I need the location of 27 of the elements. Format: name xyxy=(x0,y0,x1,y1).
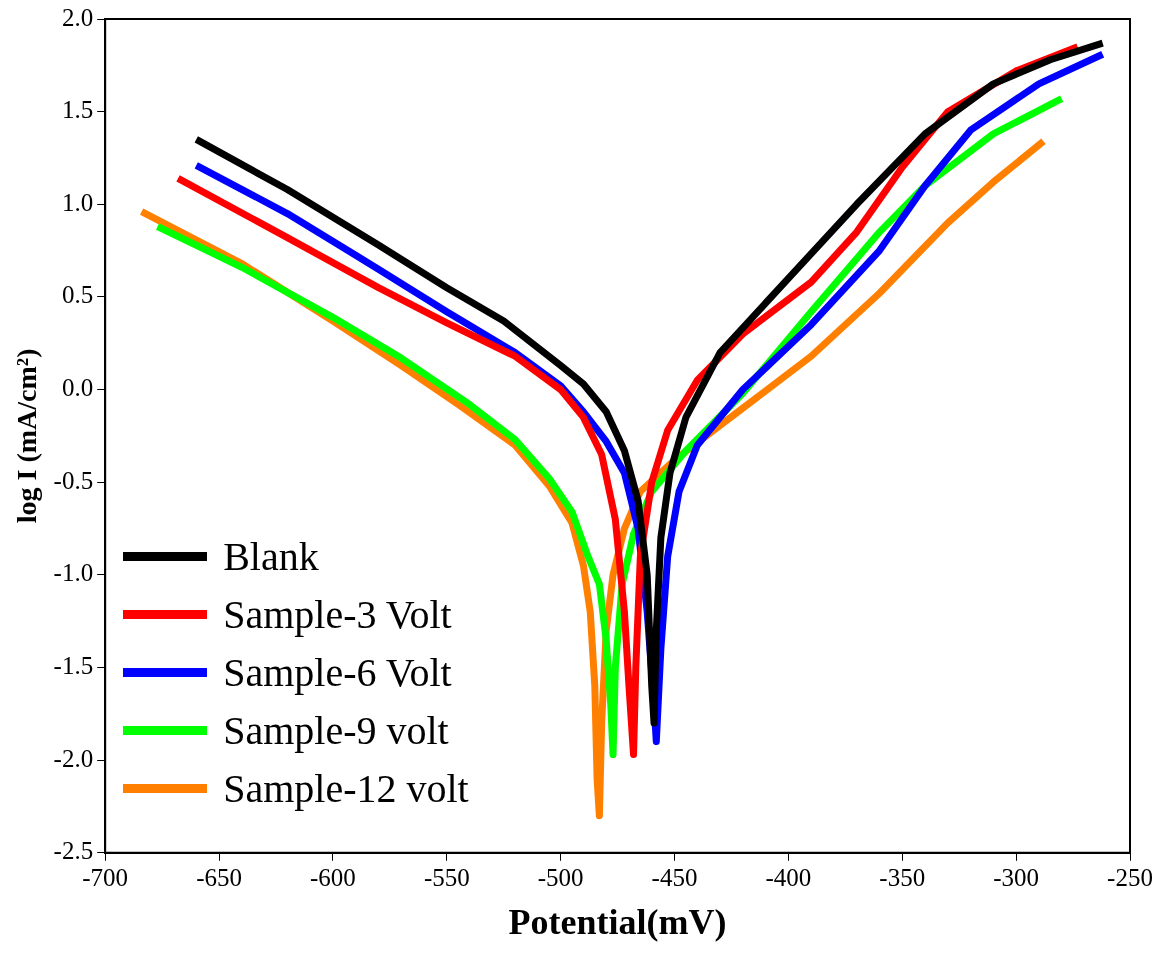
y-tick-label: -1.5 xyxy=(53,652,94,680)
x-tick-label: -400 xyxy=(765,864,812,892)
x-axis-title: Potential(mV) xyxy=(508,901,727,942)
y-tick-label: -1.0 xyxy=(53,559,94,587)
y-tick-label: -2.0 xyxy=(53,744,94,772)
legend-label: Blank xyxy=(223,533,319,581)
legend-label: Sample-12 volt xyxy=(223,765,469,813)
legend-label: Sample-9 volt xyxy=(223,707,449,755)
x-tick-label: -450 xyxy=(651,864,698,892)
y-tick-label: -2.5 xyxy=(53,837,94,865)
legend-label: Sample-6 Volt xyxy=(223,649,452,697)
x-tick-label: -550 xyxy=(423,864,470,892)
y-tick-label: 1.0 xyxy=(61,188,94,216)
x-tick-label: -600 xyxy=(310,864,356,892)
x-tick-label: -700 xyxy=(82,864,129,892)
y-tick-label: 1.5 xyxy=(61,96,94,124)
y-tick-label: 0.5 xyxy=(61,281,94,309)
y-tick-label: 0.0 xyxy=(61,374,94,402)
x-tick-label: -350 xyxy=(879,864,926,892)
x-tick-label: -500 xyxy=(537,864,584,892)
y-axis-title: log I (mA/cm²) xyxy=(11,348,43,524)
x-tick-label: -650 xyxy=(196,864,242,892)
y-tick-label: 2.0 xyxy=(61,3,94,31)
legend-label: Sample-3 Volt xyxy=(223,591,452,639)
y-tick-label: -0.5 xyxy=(53,466,94,494)
x-tick-label: -250 xyxy=(1107,864,1153,892)
x-tick-label: -300 xyxy=(993,864,1040,892)
